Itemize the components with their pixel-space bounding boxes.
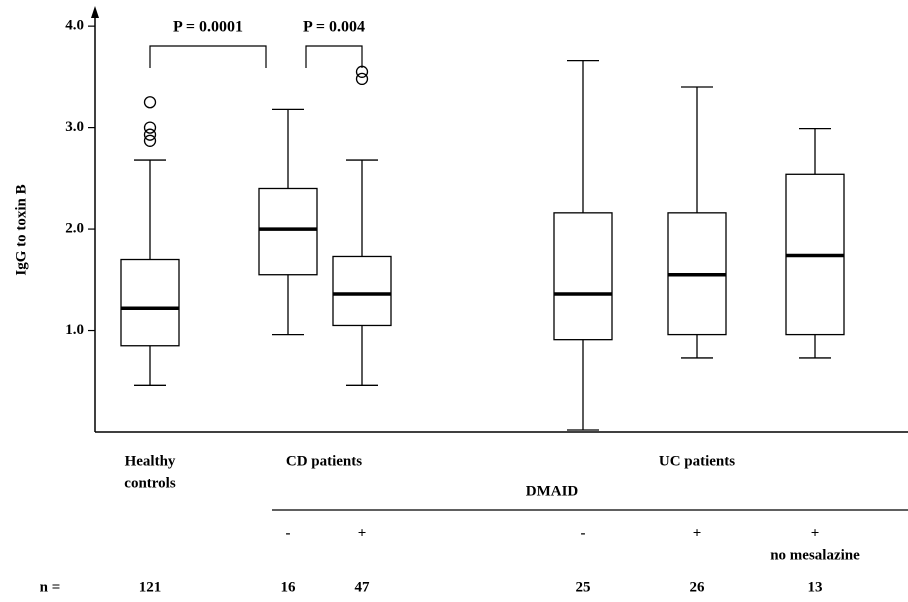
outlier [355, 72, 369, 86]
n-value: 13 [808, 579, 823, 595]
x-tick-label: + [358, 525, 367, 541]
y-tick-label: 1.0 [65, 322, 84, 338]
x-tick-label: - [286, 525, 291, 541]
group-label: CD patients [286, 453, 362, 469]
group-label: UC patients [659, 453, 735, 469]
significance-bracket [305, 45, 363, 68]
x-tick-label: - [581, 525, 586, 541]
y-axis-label: IgG to toxin B [13, 184, 29, 275]
x-tick-label: + [811, 525, 820, 541]
n-value: 26 [690, 579, 706, 595]
group-label: Healthy [125, 453, 176, 469]
n-label: n = [40, 579, 61, 595]
y-tick-label: 4.0 [65, 18, 84, 34]
y-axis-arrow [91, 6, 99, 18]
box [332, 255, 392, 327]
n-value: 16 [281, 579, 297, 595]
subgroup-label: DMAID [526, 483, 579, 499]
n-value: 121 [139, 579, 162, 595]
box [553, 212, 613, 341]
significance-bracket [149, 45, 267, 68]
x-tick-label: + [693, 525, 702, 541]
group-label: controls [124, 475, 176, 491]
outlier [143, 128, 157, 141]
n-value: 25 [576, 579, 591, 595]
significance-label: P = 0.004 [303, 19, 365, 36]
n-value: 47 [355, 579, 371, 595]
outlier [143, 96, 157, 109]
significance-label: P = 0.0001 [173, 19, 243, 36]
box [120, 258, 180, 347]
box [258, 187, 318, 276]
outlier [143, 134, 157, 147]
y-tick-label: 3.0 [65, 119, 84, 135]
y-tick-label: 2.0 [65, 221, 84, 237]
outlier [143, 121, 157, 134]
category-note: no mesalazine [770, 547, 860, 563]
